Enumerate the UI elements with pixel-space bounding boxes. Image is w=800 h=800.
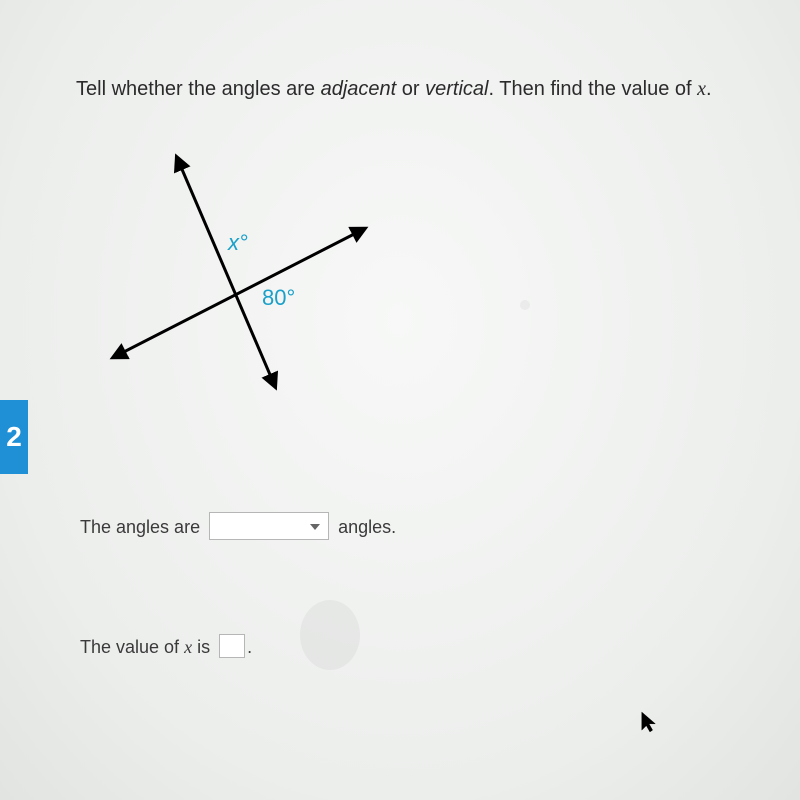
q-suffix1: . Then find the value of [488,78,697,100]
q-var: x [697,78,706,100]
question-number-tab: 2 [0,400,28,474]
x-value-suffix: . [247,637,252,657]
photo-blemish [300,600,360,670]
q-mid: or [396,78,425,100]
angle-type-suffix: angles. [338,517,396,537]
angle-diagram: x° 80° [70,140,380,400]
x-value-prefix: The value of [80,637,184,657]
q-prefix: Tell whether the angles are [76,78,321,100]
question-text: Tell whether the angles are adjacent or … [76,76,770,103]
page-root: Tell whether the angles are adjacent or … [0,0,800,800]
angle-type-prefix: The angles are [80,517,205,537]
cursor-icon [640,710,658,734]
answer-line-angle-type: The angles are angles. [80,514,396,542]
angle-type-dropdown[interactable] [209,512,329,540]
x-value-var: x [184,637,192,657]
answer-line-x-value: The value of x is . [80,636,252,660]
q-adjacent: adjacent [321,78,397,100]
svg-text:x°: x° [227,230,248,255]
photo-blemish [520,300,530,310]
q-vertical: vertical [425,78,488,100]
x-value-mid: is [192,637,215,657]
q-suffix2: . [706,78,712,100]
question-number: 2 [6,421,22,452]
svg-text:80°: 80° [262,285,295,310]
x-value-input[interactable] [219,634,245,658]
